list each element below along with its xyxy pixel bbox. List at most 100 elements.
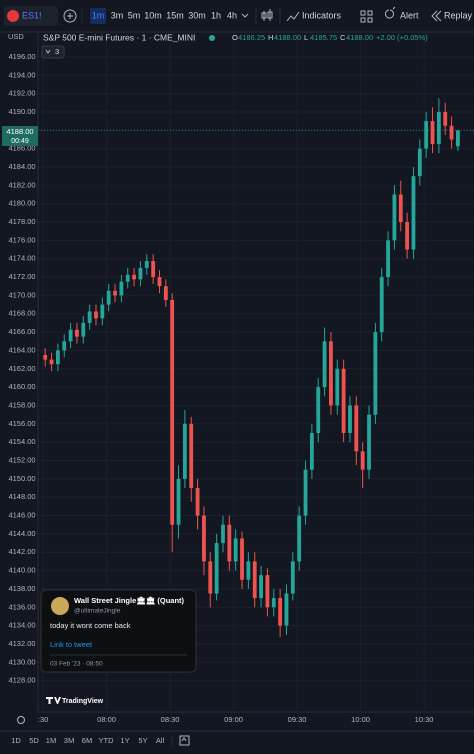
candle-body — [284, 593, 289, 626]
y-tick-label: 4192.00 — [8, 89, 35, 98]
timeframe-chevron[interactable] — [241, 13, 249, 18]
range-bar: 1D 5D 1M 3M 6M YTD 1Y 5Y All — [11, 736, 164, 745]
candle-body — [55, 350, 60, 365]
timeframe[interactable]: 15m — [166, 10, 184, 20]
range-button[interactable]: 1D — [11, 736, 21, 745]
y-tick-label: 4158.00 — [8, 400, 35, 409]
ohlc-key: C — [340, 33, 346, 42]
y-tick-label: 4132.00 — [8, 639, 35, 648]
legend-ohlc: O 4186.25 H 4188.00 L 4185.75 C 4188.00 +2.00 (+… — [232, 33, 428, 42]
candle-body — [246, 561, 251, 580]
symbol[interactable]: ES1! — [22, 10, 42, 20]
y-tick-label: 4154.00 — [8, 437, 35, 446]
x-tick-label: :30 — [38, 715, 48, 724]
candle-body — [202, 515, 206, 562]
candle-body — [341, 368, 346, 433]
y-tick-label: 4142.00 — [8, 547, 35, 556]
range-button[interactable]: 1Y — [120, 736, 129, 745]
candle-body — [68, 329, 73, 342]
toggle-chevron — [45, 49, 51, 54]
ohlc-value: 4188.00 — [346, 33, 373, 42]
candle-body — [100, 304, 105, 319]
candle-body — [87, 311, 92, 323]
candle-body — [106, 290, 111, 305]
grid — [38, 32, 474, 712]
tweet-date: 03 Feb '23 · 08:50 — [50, 661, 103, 668]
candle-body — [322, 341, 327, 388]
timeframe[interactable]: 4h — [227, 10, 237, 20]
candle-body — [411, 176, 416, 250]
chart-type-icon[interactable] — [261, 9, 273, 21]
alert-icon[interactable] — [385, 6, 396, 19]
layout-icon[interactable] — [360, 10, 373, 23]
candle-body — [195, 488, 200, 516]
candle-body — [405, 222, 410, 250]
timeframe[interactable]: 3m — [111, 10, 124, 20]
range-button[interactable]: 3M — [64, 736, 74, 745]
timeframe[interactable]: 5m — [128, 10, 141, 20]
candle-body — [62, 341, 67, 351]
alert-button[interactable]: Alert — [400, 10, 419, 20]
x-tick-label: 09:30 — [288, 715, 307, 724]
timeframe[interactable]: 30m — [188, 10, 206, 20]
range-button[interactable]: YTD — [99, 736, 115, 745]
timeframe[interactable]: 1m — [92, 10, 105, 20]
y-tick-label: 4196.00 — [8, 52, 35, 61]
candle-body — [309, 432, 314, 470]
indicators-button[interactable]: Indicators — [302, 10, 342, 20]
candle-body — [392, 194, 397, 241]
settings-icon[interactable] — [17, 716, 25, 724]
candle-body — [182, 423, 187, 479]
candle-body — [214, 543, 219, 594]
candle-body — [436, 111, 441, 145]
y-tick-label: 4138.00 — [8, 584, 35, 593]
y-tick-label: 4150.00 — [8, 474, 35, 483]
add-icon — [67, 13, 73, 19]
symbol-button[interactable] — [4, 6, 58, 26]
candle-body — [227, 524, 232, 562]
replay-button[interactable]: Replay — [444, 10, 473, 20]
ohlc-key: O — [232, 33, 238, 42]
candle-body — [252, 561, 257, 599]
candle-body — [354, 405, 359, 452]
candle-body — [119, 281, 124, 296]
add-symbol[interactable] — [63, 9, 77, 23]
tweet-link[interactable]: Link to tweet — [50, 640, 93, 649]
logo: TradingView — [62, 698, 104, 705]
ohlc-key: L — [304, 33, 308, 42]
indicator-count[interactable]: 3 — [55, 47, 59, 56]
candle-body — [81, 322, 86, 337]
candle-body — [94, 311, 98, 319]
candle-body — [278, 598, 283, 626]
date-range-icon[interactable] — [179, 735, 190, 746]
candle-body — [49, 359, 54, 365]
timeframe[interactable]: 10m — [144, 10, 162, 20]
candle-body — [367, 414, 371, 470]
tweet-card[interactable] — [40, 589, 197, 673]
timeframe[interactable]: 1h — [211, 10, 221, 20]
candle-body — [265, 575, 270, 608]
y-tick-label: 4160.00 — [8, 382, 35, 391]
range-button[interactable]: 6M — [82, 736, 92, 745]
range-button[interactable]: 1M — [46, 736, 56, 745]
legend-title: S&P 500 E-mini Futures · 1 · CME_MINI — [43, 32, 195, 42]
range-button[interactable]: 5D — [29, 736, 39, 745]
tweet-author: Wall Street Jingle🏛🏛 (Quant) — [74, 596, 185, 605]
candle-body — [75, 329, 79, 337]
range-button[interactable]: All — [156, 736, 165, 745]
x-tick-label: 10:00 — [351, 715, 370, 724]
candle-body — [113, 290, 117, 296]
price-tag-price: 4188.00 — [6, 127, 33, 136]
price-tag-countdown: 00:49 — [11, 138, 29, 145]
replay-icon[interactable] — [431, 10, 442, 22]
indicators-icon[interactable] — [286, 11, 300, 22]
candle-body — [43, 355, 48, 360]
y-tick-label: 4170.00 — [8, 290, 35, 299]
y-tick-label: 4190.00 — [8, 107, 35, 116]
indicator-toggle[interactable] — [41, 45, 65, 59]
candle-body — [208, 561, 213, 594]
candle-body — [125, 274, 130, 282]
range-button[interactable]: 5Y — [138, 736, 147, 745]
y-tick-label: 4144.00 — [8, 529, 35, 538]
candle-body — [386, 240, 390, 278]
